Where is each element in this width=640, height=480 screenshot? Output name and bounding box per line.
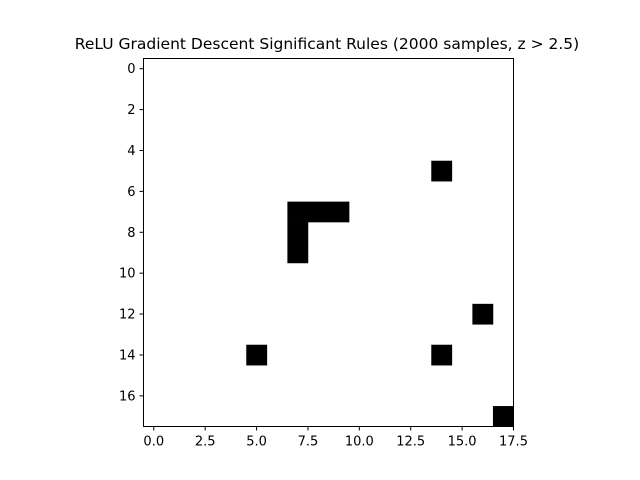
y-tick-label: 6 <box>127 185 135 200</box>
heatmap-cell <box>472 303 494 325</box>
x-tick-label: 12.5 <box>396 435 425 450</box>
x-tick-label: 0.0 <box>143 435 164 450</box>
heatmap-cells <box>246 160 514 427</box>
x-tick-label: 10.0 <box>345 435 374 450</box>
x-tick-label: 2.5 <box>195 435 216 450</box>
y-tick-label: 16 <box>119 389 136 404</box>
y-tick-label: 8 <box>127 226 135 241</box>
y-tick-label: 4 <box>127 144 135 159</box>
heatmap-cell <box>492 406 514 427</box>
x-tick-label: 15.0 <box>448 435 477 450</box>
x-axis: 0.0 2.5 5.0 7.5 10.0 12.5 15.0 17.5 <box>143 426 528 450</box>
plot-frame <box>143 58 514 427</box>
y-tick-label: 10 <box>119 267 136 282</box>
heatmap-cell <box>287 222 309 243</box>
heatmap-cell <box>431 160 453 182</box>
heatmap-cell <box>287 242 309 264</box>
heatmap-cell <box>287 201 309 223</box>
heatmap-cell <box>307 201 329 223</box>
y-tick-label: 14 <box>119 348 136 363</box>
plot-background <box>143 58 514 427</box>
y-axis: 0 2 4 6 8 10 12 14 16 <box>119 62 144 404</box>
chart-title: ReLU Gradient Descent Significant Rules … <box>75 35 579 53</box>
heatmap-cell <box>328 201 350 223</box>
x-tick-label: 17.5 <box>499 435 528 450</box>
x-tick-label: 5.0 <box>246 435 267 450</box>
y-tick-label: 2 <box>127 103 135 118</box>
heatmap-cell <box>431 344 453 366</box>
y-tick-label: 0 <box>127 62 135 77</box>
heatmap-cell <box>246 344 268 366</box>
x-tick-label: 7.5 <box>298 435 319 450</box>
y-tick-label: 12 <box>119 308 136 323</box>
